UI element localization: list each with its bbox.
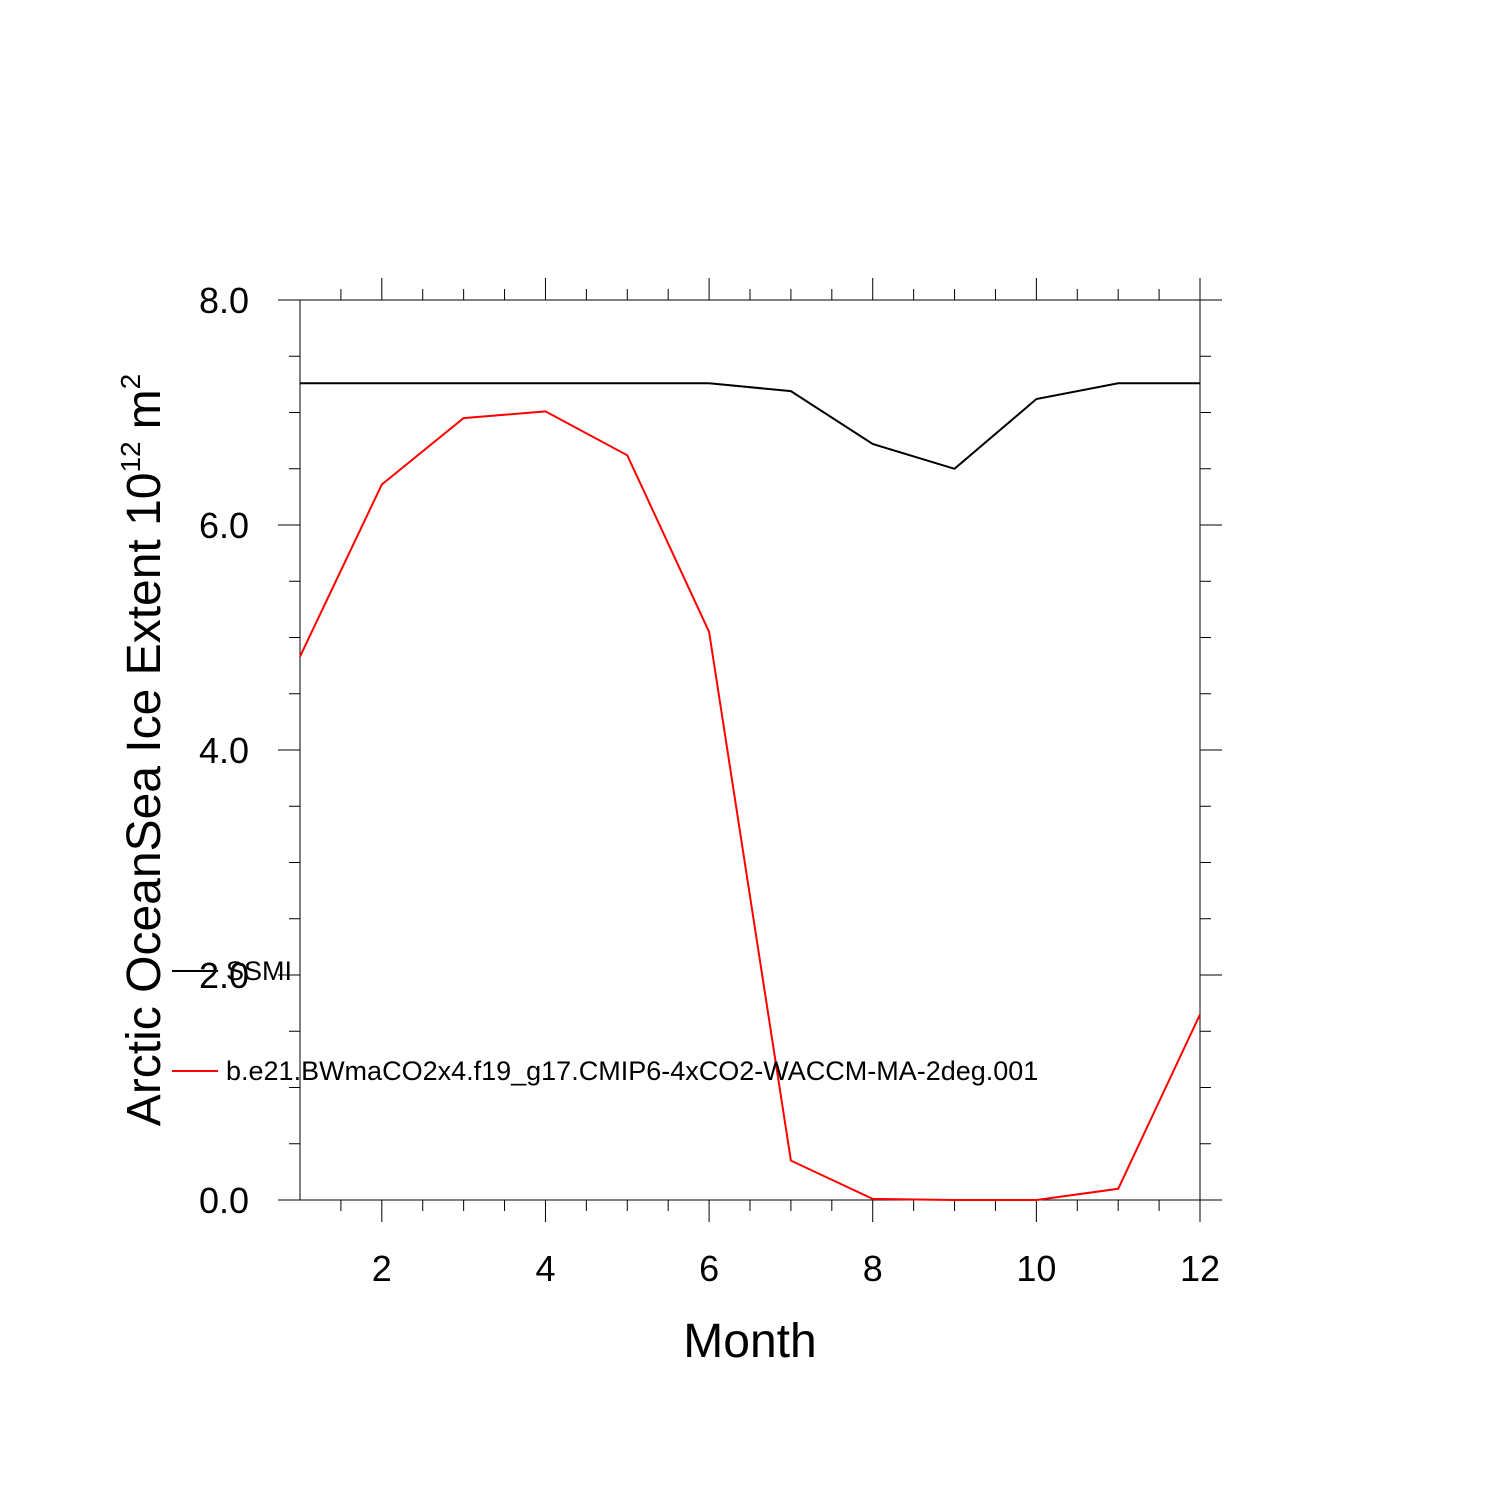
x-tick-label: 6 xyxy=(699,1248,719,1289)
tick-labels: 2 4 6 8 10 12 0.0 2.0 4.0 6.0 8.0 xyxy=(199,280,1220,1289)
y-tick-label: 6.0 xyxy=(199,505,249,546)
series-line-ssmi xyxy=(300,382,1200,470)
y-axis-title-exponent: 12 xyxy=(115,441,146,472)
y-axis-title-unit: m xyxy=(118,389,171,429)
x-tick-label: 2 xyxy=(372,1248,392,1289)
x-tick-label: 8 xyxy=(863,1248,883,1289)
y-axis-title: Arctic OceanSea Ice Extent 1012 m2 xyxy=(115,374,171,1126)
y-axis-title-main: Arctic OceanSea Ice Extent 10 xyxy=(118,473,171,1127)
legend: SSMI b.e21.BWmaCO2x4.f19_g17.CMIP6-4xCO2… xyxy=(172,956,1038,1086)
series-layer xyxy=(299,382,1201,1201)
x-tick-label: 10 xyxy=(1016,1248,1056,1289)
y-tick-label: 4.0 xyxy=(199,730,249,771)
x-axis-title: Month xyxy=(683,1315,816,1368)
y-tick-label: 0.0 xyxy=(199,1180,249,1221)
axis-ticks xyxy=(278,278,1222,1222)
legend-label-ssmi: SSMI xyxy=(226,956,292,986)
series-line-model xyxy=(299,410,1201,1201)
x-tick-label: 4 xyxy=(535,1248,555,1289)
y-axis-title-unit-exponent: 2 xyxy=(115,374,146,390)
legend-label-model: b.e21.BWmaCO2x4.f19_g17.CMIP6-4xCO2-WACC… xyxy=(226,1056,1038,1086)
y-tick-label: 8.0 xyxy=(199,280,249,321)
x-tick-label: 12 xyxy=(1180,1248,1220,1289)
y-tick-label: 2.0 xyxy=(199,955,249,996)
